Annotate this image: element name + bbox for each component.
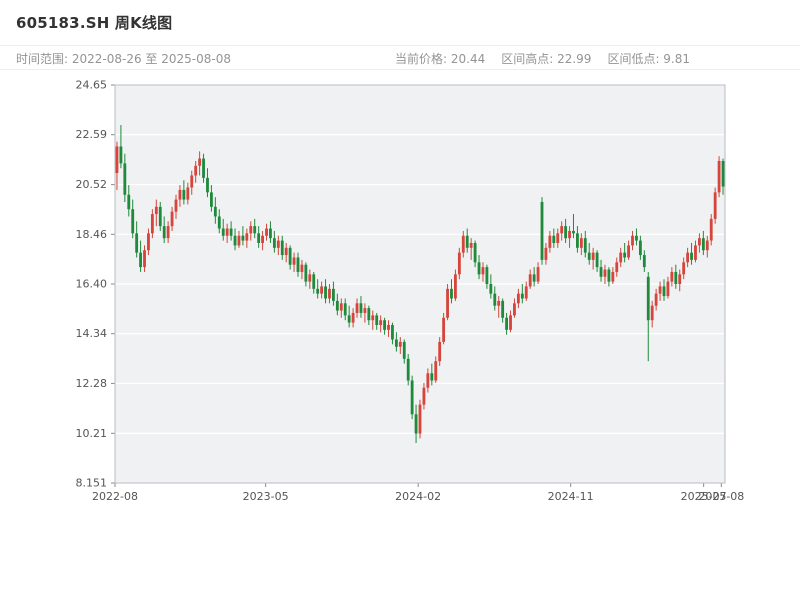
svg-text:2025-07: 2025-07: [681, 490, 727, 503]
svg-text:22.59: 22.59: [76, 128, 108, 141]
svg-text:18.46: 18.46: [76, 228, 108, 241]
svg-text:2023-05: 2023-05: [243, 490, 289, 503]
svg-text:10.21: 10.21: [76, 427, 108, 440]
svg-text:12.28: 12.28: [76, 377, 108, 390]
svg-text:14.34: 14.34: [76, 327, 108, 340]
svg-text:2024-02: 2024-02: [395, 490, 441, 503]
svg-text:2022-08: 2022-08: [92, 490, 138, 503]
page-title: 605183.SH 周K线图: [16, 14, 173, 32]
svg-text:2024-11: 2024-11: [548, 490, 594, 503]
range-high-label: 区间高点: 22.99: [501, 52, 592, 66]
subheader: 时间范围: 2022-08-26 至 2025-08-08 当前价格: 20.4…: [0, 47, 800, 70]
svg-text:20.52: 20.52: [76, 178, 108, 191]
chart-area: 8.151 10.21 12.28 14.34 16.40 18.46 20.52 22.59…: [0, 72, 800, 532]
svg-text:8.151: 8.151: [76, 477, 108, 490]
kline-plot: 8.151 10.21 12.28 14.34 16.40 18.46 20.52 22.59…: [76, 79, 745, 504]
svg-text:2025-08: 2025-08: [698, 490, 744, 503]
header: 605183.SH 周K线图: [0, 0, 800, 46]
range-low-label: 区间低点: 9.81: [607, 52, 691, 66]
current-price-label: 当前价格: 20.44: [395, 52, 486, 66]
date-range-label: 时间范围: 2022-08-26 至 2025-08-08: [16, 52, 231, 66]
stats-group: 当前价格: 20.44 区间高点: 22.99 区间低点: 9.81: [395, 50, 690, 67]
svg-text:16.40: 16.40: [76, 278, 108, 291]
svg-text:24.65: 24.65: [76, 79, 108, 92]
